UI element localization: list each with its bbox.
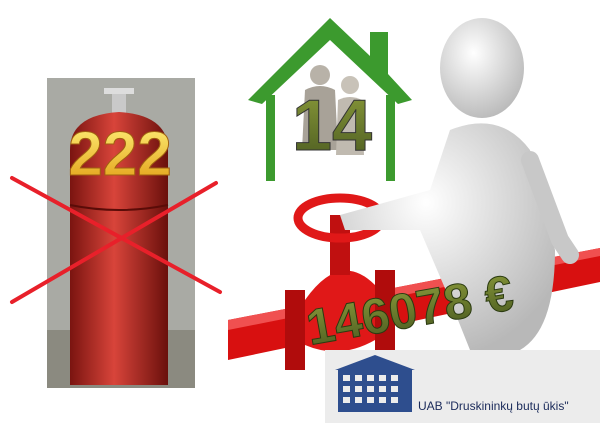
house-number: 14 xyxy=(292,86,372,166)
logo-text: UAB "Druskininkų butų ūkis" xyxy=(418,399,569,413)
cylinder-photo xyxy=(47,78,195,388)
cross xyxy=(10,176,222,304)
figure xyxy=(340,18,579,350)
cylinder-number: 222 xyxy=(68,120,171,189)
logo xyxy=(325,350,600,423)
